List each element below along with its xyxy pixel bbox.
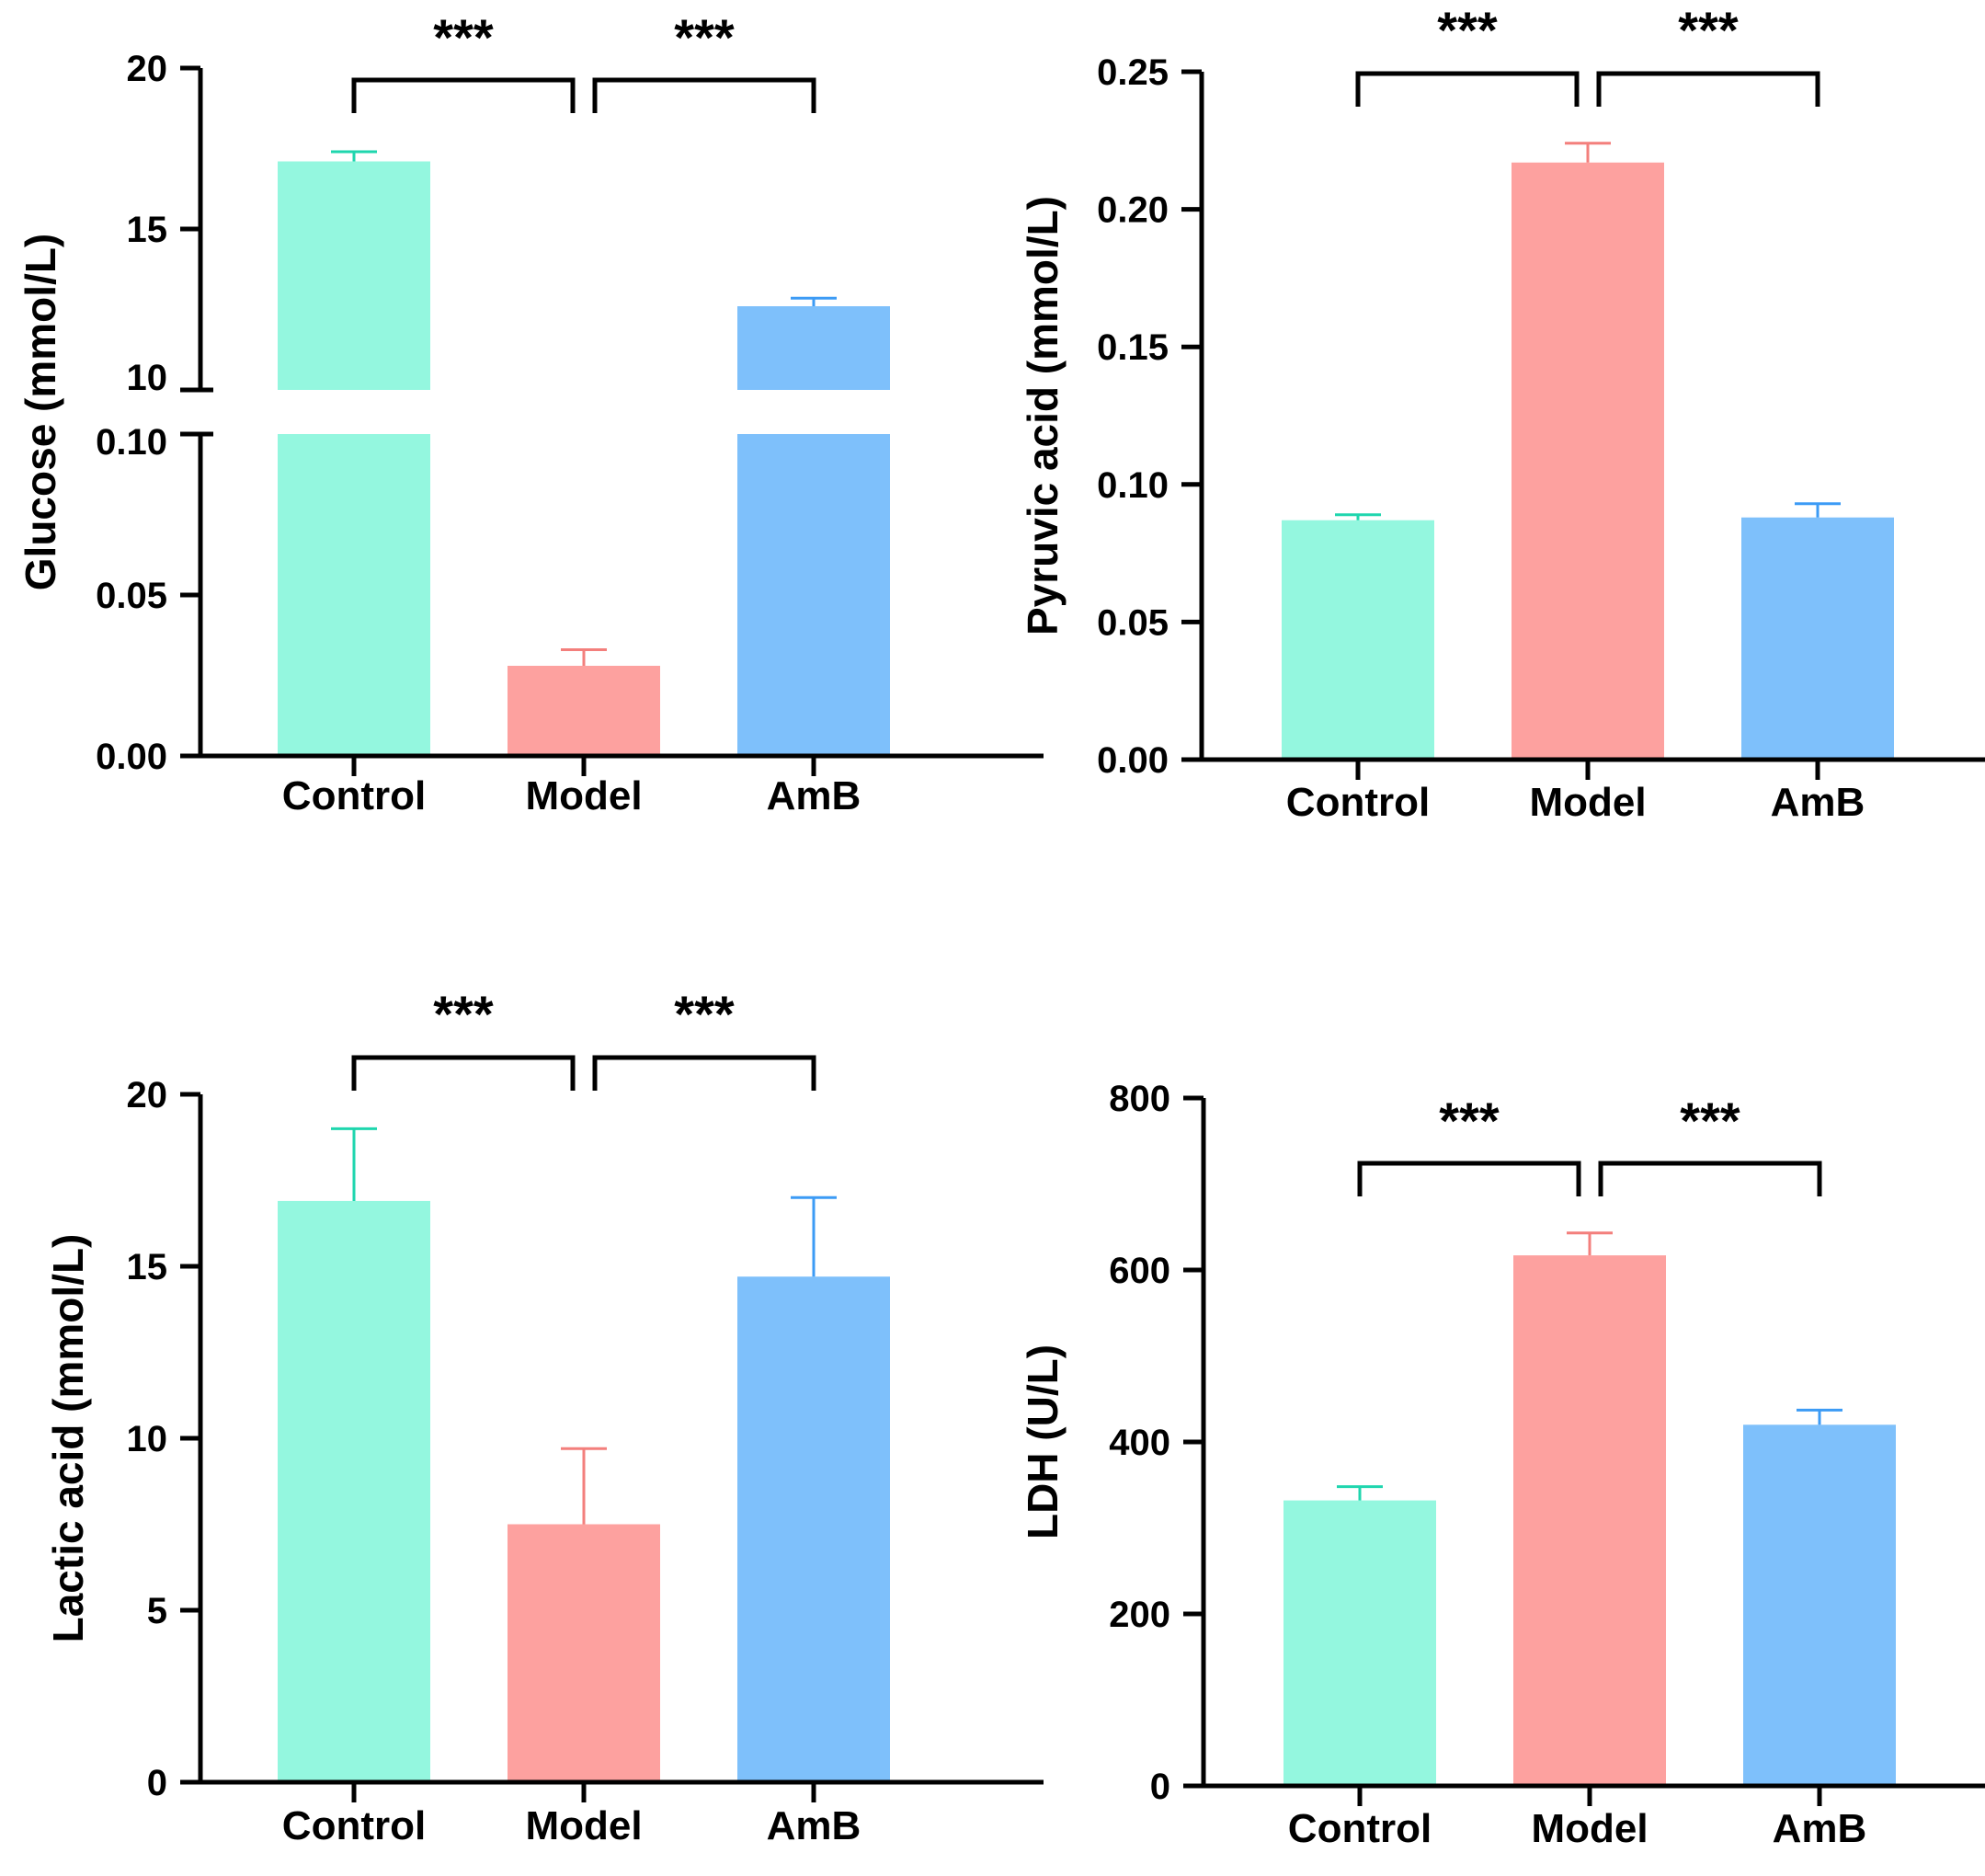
x-tick-label-model: Model xyxy=(525,773,642,818)
y-tick-label: 400 xyxy=(1109,1423,1170,1463)
y-tick-label: 0.10 xyxy=(96,422,167,463)
x-tick-label-model: Model xyxy=(1531,1806,1648,1851)
y-tick-label: 200 xyxy=(1109,1595,1170,1635)
x-tick-label-control: Control xyxy=(282,1803,426,1848)
chart-pyruvic-acid: 0.00 0.05 0.10 0.15 0.20 0.25 Control Model AmB P… xyxy=(1019,1,1985,825)
y-tick-label: 600 xyxy=(1109,1251,1170,1291)
y-axis-title: Lactic acid (mmol/L) xyxy=(44,1234,92,1643)
y-tick-label: 15 xyxy=(127,210,168,250)
x-tick-label-amb: AmB xyxy=(767,1803,861,1848)
y-axis-title: Glucose (mmol/L) xyxy=(17,234,64,590)
y-tick-label: 15 xyxy=(127,1247,168,1287)
significance-bracket-1 xyxy=(1357,1161,1581,1196)
significance-stars-1: *** xyxy=(433,985,494,1043)
y-tick-label: 800 xyxy=(1109,1079,1170,1119)
x-tick-label-amb: AmB xyxy=(767,773,861,818)
y-tick-label: 10 xyxy=(127,358,168,398)
bar-amb-lower xyxy=(737,434,890,756)
y-tick-label: 10 xyxy=(127,1419,168,1459)
significance-stars-2: *** xyxy=(1680,1092,1740,1150)
significance-bracket-2 xyxy=(1596,71,1820,107)
chart-glucose: 0.00 0.05 0.10 10 15 20 Control Model AmB Glucose… xyxy=(17,8,1044,818)
y-tick-label: 0.20 xyxy=(1097,190,1169,231)
y-tick-label: 0 xyxy=(1150,1767,1170,1807)
x-tick-label-control: Control xyxy=(1286,780,1430,825)
significance-bracket-2 xyxy=(1598,1161,1822,1196)
bar-control xyxy=(1282,520,1434,760)
x-tick-label-model: Model xyxy=(525,1803,642,1848)
y-tick-label: 0.05 xyxy=(96,576,167,616)
bar-amb xyxy=(1741,517,1894,760)
bar-amb xyxy=(1743,1424,1896,1786)
y-tick-label: 0.00 xyxy=(96,737,167,777)
bar-control-upper xyxy=(278,161,430,390)
chart-ldh: 0 200 400 600 800 Control Model AmB LDH (U/L) ***… xyxy=(1019,1079,1985,1851)
y-tick-label: 20 xyxy=(127,49,168,89)
significance-stars-2: *** xyxy=(674,8,735,66)
significance-stars-1: *** xyxy=(1437,1,1498,59)
y-tick-label: 0 xyxy=(147,1763,167,1803)
x-tick-label-model: Model xyxy=(1529,780,1646,825)
chart-lactic-acid: 0 5 10 15 20 Control Model AmB Lactic acid (mmol… xyxy=(44,985,1044,1848)
significance-bracket-2 xyxy=(592,1055,816,1091)
x-tick-label-control: Control xyxy=(1288,1806,1432,1851)
y-tick-label: 0.00 xyxy=(1097,740,1169,781)
significance-stars-2: *** xyxy=(1678,1,1739,59)
y-axis-title: LDH (U/L) xyxy=(1019,1344,1067,1539)
y-tick-label: 20 xyxy=(127,1075,168,1115)
y-tick-label: 0.05 xyxy=(1097,602,1169,643)
significance-bracket-1 xyxy=(351,77,576,113)
bar-amb-upper xyxy=(737,306,890,390)
y-tick-label: 0.25 xyxy=(1097,52,1169,93)
y-tick-label: 5 xyxy=(147,1591,167,1631)
significance-bracket-1 xyxy=(351,1055,576,1091)
x-tick-label-amb: AmB xyxy=(1773,1806,1867,1851)
y-tick-label: 0.10 xyxy=(1097,465,1169,506)
significance-bracket-1 xyxy=(1355,71,1580,107)
significance-stars-1: *** xyxy=(433,8,494,66)
x-tick-label-control: Control xyxy=(282,773,426,818)
bar-control xyxy=(1283,1500,1436,1786)
bar-amb xyxy=(737,1276,890,1782)
significance-stars-2: *** xyxy=(674,985,735,1043)
bar-model xyxy=(508,1524,660,1782)
bar-model xyxy=(1512,162,1664,761)
bar-control-lower xyxy=(278,434,430,756)
bar-control xyxy=(278,1200,430,1782)
significance-stars-1: *** xyxy=(1439,1092,1500,1150)
x-tick-label-amb: AmB xyxy=(1771,780,1865,825)
bar-model xyxy=(1513,1255,1666,1786)
y-axis-title: Pyruvic acid (mmol/L) xyxy=(1019,196,1067,635)
y-tick-label: 0.15 xyxy=(1097,327,1169,368)
bar-model xyxy=(508,666,660,756)
significance-bracket-2 xyxy=(592,77,816,113)
